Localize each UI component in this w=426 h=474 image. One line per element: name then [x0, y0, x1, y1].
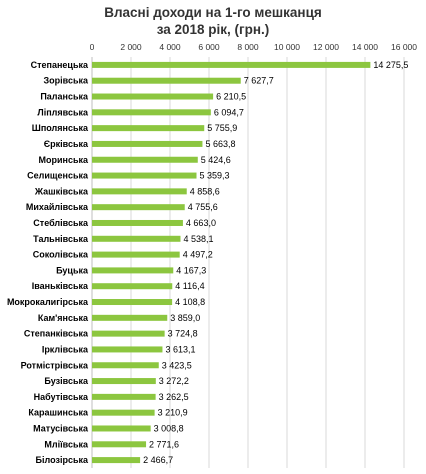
grid-lines: [91, 57, 405, 468]
x-tick-label: 8 000: [237, 42, 259, 52]
data-label: 5 755,9: [207, 123, 237, 133]
category-label: Ліплявська: [37, 107, 89, 117]
data-label: 2 771,6: [149, 439, 179, 449]
value-labels: 14 275,5 7 627,7 6 210,5 6 094,7 5 755,9 5 66…: [143, 60, 408, 465]
bar: [92, 188, 187, 195]
data-label: 4 538,1: [183, 234, 213, 244]
category-label: Бузівська: [44, 376, 89, 386]
category-label: Набутівська: [34, 392, 89, 402]
bar: [92, 378, 156, 385]
category-label: Шполянська: [32, 123, 89, 133]
bar: [92, 172, 197, 179]
data-label: 3 859,0: [170, 313, 200, 323]
chart-title-line-1: Власні доходи на 1-го мешканця: [104, 5, 322, 20]
category-label: Селищенська: [27, 171, 89, 181]
bar: [92, 393, 156, 400]
bar: [92, 235, 181, 242]
bar: [92, 125, 205, 132]
category-label: Карашинська: [28, 408, 89, 418]
x-tick-label: 12 000: [313, 42, 339, 52]
x-tick-label: 0: [90, 42, 95, 52]
data-label: 4 858,6: [190, 186, 220, 196]
bar: [92, 204, 185, 211]
category-label: Паланська: [40, 92, 89, 102]
bar: [92, 457, 141, 464]
category-label: Соколівська: [33, 250, 89, 260]
bar: [92, 156, 198, 163]
chart-title: Власні доходи на 1-го мешканця за 2018 р…: [0, 4, 426, 38]
category-label: Мліївська: [44, 439, 89, 449]
category-label: Степанецька: [31, 60, 89, 70]
bar: [92, 346, 163, 353]
bar: [92, 299, 173, 306]
data-label: 5 663,8: [205, 139, 235, 149]
bar: [92, 61, 371, 68]
x-tick-label: 14 000: [352, 42, 378, 52]
data-label: 2 466,7: [143, 455, 173, 465]
data-label: 4 167,3: [176, 265, 206, 275]
category-label: Михайлівська: [26, 202, 89, 212]
bar: [92, 251, 180, 258]
category-label: Єрківська: [44, 139, 89, 149]
category-label: Буцька: [56, 265, 89, 275]
category-label: Степанківська: [24, 329, 89, 339]
bar: [92, 409, 155, 416]
category-label: Ірклівська: [42, 344, 89, 354]
category-label: Зорівська: [44, 76, 89, 86]
bar: [92, 267, 174, 274]
bar: [92, 314, 168, 321]
bar: [92, 362, 159, 369]
bar: [92, 93, 214, 100]
category-label: Жашківська: [34, 186, 89, 196]
category-label: Мокрокалигірська: [7, 297, 89, 307]
category-label: Моринська: [38, 155, 89, 165]
bar: [92, 219, 183, 226]
bars: [92, 61, 371, 464]
data-label: 6 210,5: [216, 92, 246, 102]
x-tick-label: 6 000: [198, 42, 220, 52]
bar: [92, 441, 147, 448]
data-label: 4 108,8: [175, 297, 205, 307]
category-label: Кам'янська: [38, 313, 89, 323]
x-tick-label: 4 000: [159, 42, 181, 52]
category-labels: Степанецька Зорівська Паланська Ліплявська Ш…: [7, 60, 89, 465]
data-label: 3 210,9: [158, 408, 188, 418]
data-label: 3 423,5: [162, 360, 192, 370]
data-label: 7 627,7: [244, 76, 274, 86]
bar: [92, 140, 203, 147]
data-label: 14 275,5: [373, 60, 408, 70]
data-label: 3 008,8: [154, 423, 184, 433]
category-label: Ротмістрівська: [21, 360, 89, 370]
x-tick-label: 10 000: [274, 42, 300, 52]
bar: [92, 109, 211, 116]
data-label: 4 755,6: [188, 202, 218, 212]
category-label: Білозірська: [36, 455, 89, 465]
category-label: Матусівська: [33, 423, 89, 433]
bar: [92, 425, 151, 432]
data-label: 3 613,1: [165, 344, 195, 354]
data-label: 3 262,5: [159, 392, 189, 402]
data-label: 4 116,4: [175, 281, 204, 291]
category-label: Тальнівська: [33, 234, 89, 244]
data-label: 3 724,8: [168, 329, 198, 339]
x-tick-label: 2 000: [120, 42, 142, 52]
bar: [92, 77, 241, 84]
chart-title-line-2: за 2018 рік, (грн.): [156, 22, 270, 37]
category-label: Іваньківська: [32, 281, 89, 291]
bar: [92, 283, 173, 290]
data-label: 4 663,0: [186, 218, 216, 228]
data-label: 3 272,2: [159, 376, 189, 386]
bar: [92, 330, 165, 337]
x-axis-ticks: 0 2 000 4 000 6 000 8 000 10 000 12 000 14 000 1…: [90, 42, 418, 52]
data-label: 4 497,2: [183, 250, 213, 260]
x-tick-label: 16 000: [391, 42, 417, 52]
data-label: 5 424,6: [201, 155, 231, 165]
data-label: 5 359,3: [200, 171, 230, 181]
data-label: 6 094,7: [214, 107, 244, 117]
category-label: Стеблівська: [33, 218, 89, 228]
